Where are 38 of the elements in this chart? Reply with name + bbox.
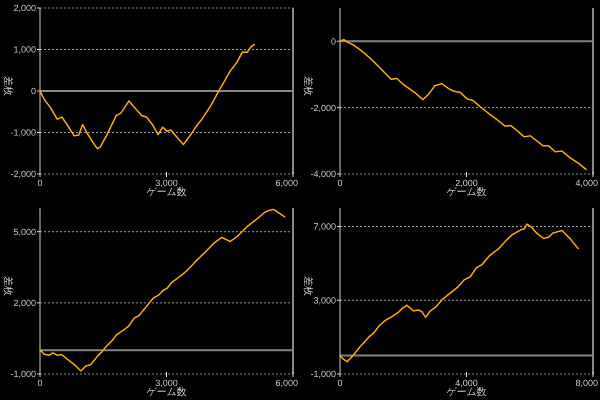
x-tick-label: 0 bbox=[337, 178, 343, 188]
y-axis-title: 差枚 bbox=[2, 76, 14, 96]
y-tick-label: -2,000 bbox=[310, 102, 336, 113]
y-tick-label: 0 bbox=[30, 86, 36, 96]
y-tick-label: -1,000 bbox=[10, 128, 36, 138]
x-tick-label: 0 bbox=[37, 378, 43, 388]
x-tick-label: 8,000 bbox=[575, 378, 598, 388]
y-tick-label: -4,000 bbox=[310, 169, 336, 180]
y-axis-title: 差枚 bbox=[2, 276, 14, 296]
line-series bbox=[339, 223, 579, 362]
x-tick-label: 4,000 bbox=[575, 178, 598, 188]
x-tick-label: 6,000 bbox=[275, 378, 298, 388]
y-tick-label: -1,000 bbox=[10, 369, 36, 380]
y-tick-label: 3,000 bbox=[313, 295, 336, 306]
y-tick-label: 0 bbox=[330, 36, 336, 46]
line-series bbox=[339, 38, 587, 170]
y-tick-label: 2,000 bbox=[13, 3, 36, 14]
x-tick-label: 0 bbox=[37, 178, 43, 188]
line-series bbox=[39, 44, 255, 150]
y-tick-label: 7,000 bbox=[313, 222, 336, 232]
x-tick-label: 4,000 bbox=[455, 378, 478, 388]
line-series bbox=[39, 208, 286, 372]
x-tick-label: 2,000 bbox=[455, 178, 478, 188]
x-tick-label: 0 bbox=[337, 378, 343, 388]
x-tick-label: 6,000 bbox=[275, 178, 298, 188]
y-tick-label: 5,000 bbox=[13, 226, 36, 237]
y-tick-label: -1,000 bbox=[310, 369, 336, 380]
x-axis-title: ゲーム数 bbox=[146, 387, 186, 398]
y-axis-title: 差枚 bbox=[302, 76, 314, 96]
x-tick-label: 3,000 bbox=[155, 378, 178, 388]
x-axis-title: ゲーム数 bbox=[146, 187, 186, 198]
y-tick-label: 2,000 bbox=[13, 298, 36, 308]
y-tick-label: -2,000 bbox=[10, 169, 36, 180]
y-tick-label: 1,000 bbox=[13, 44, 36, 55]
x-axis-title: ゲーム数 bbox=[446, 387, 486, 398]
x-axis-title: ゲーム数 bbox=[446, 187, 486, 198]
y-axis-title: 差枚 bbox=[302, 276, 314, 296]
x-tick-label: 3,000 bbox=[155, 178, 178, 188]
